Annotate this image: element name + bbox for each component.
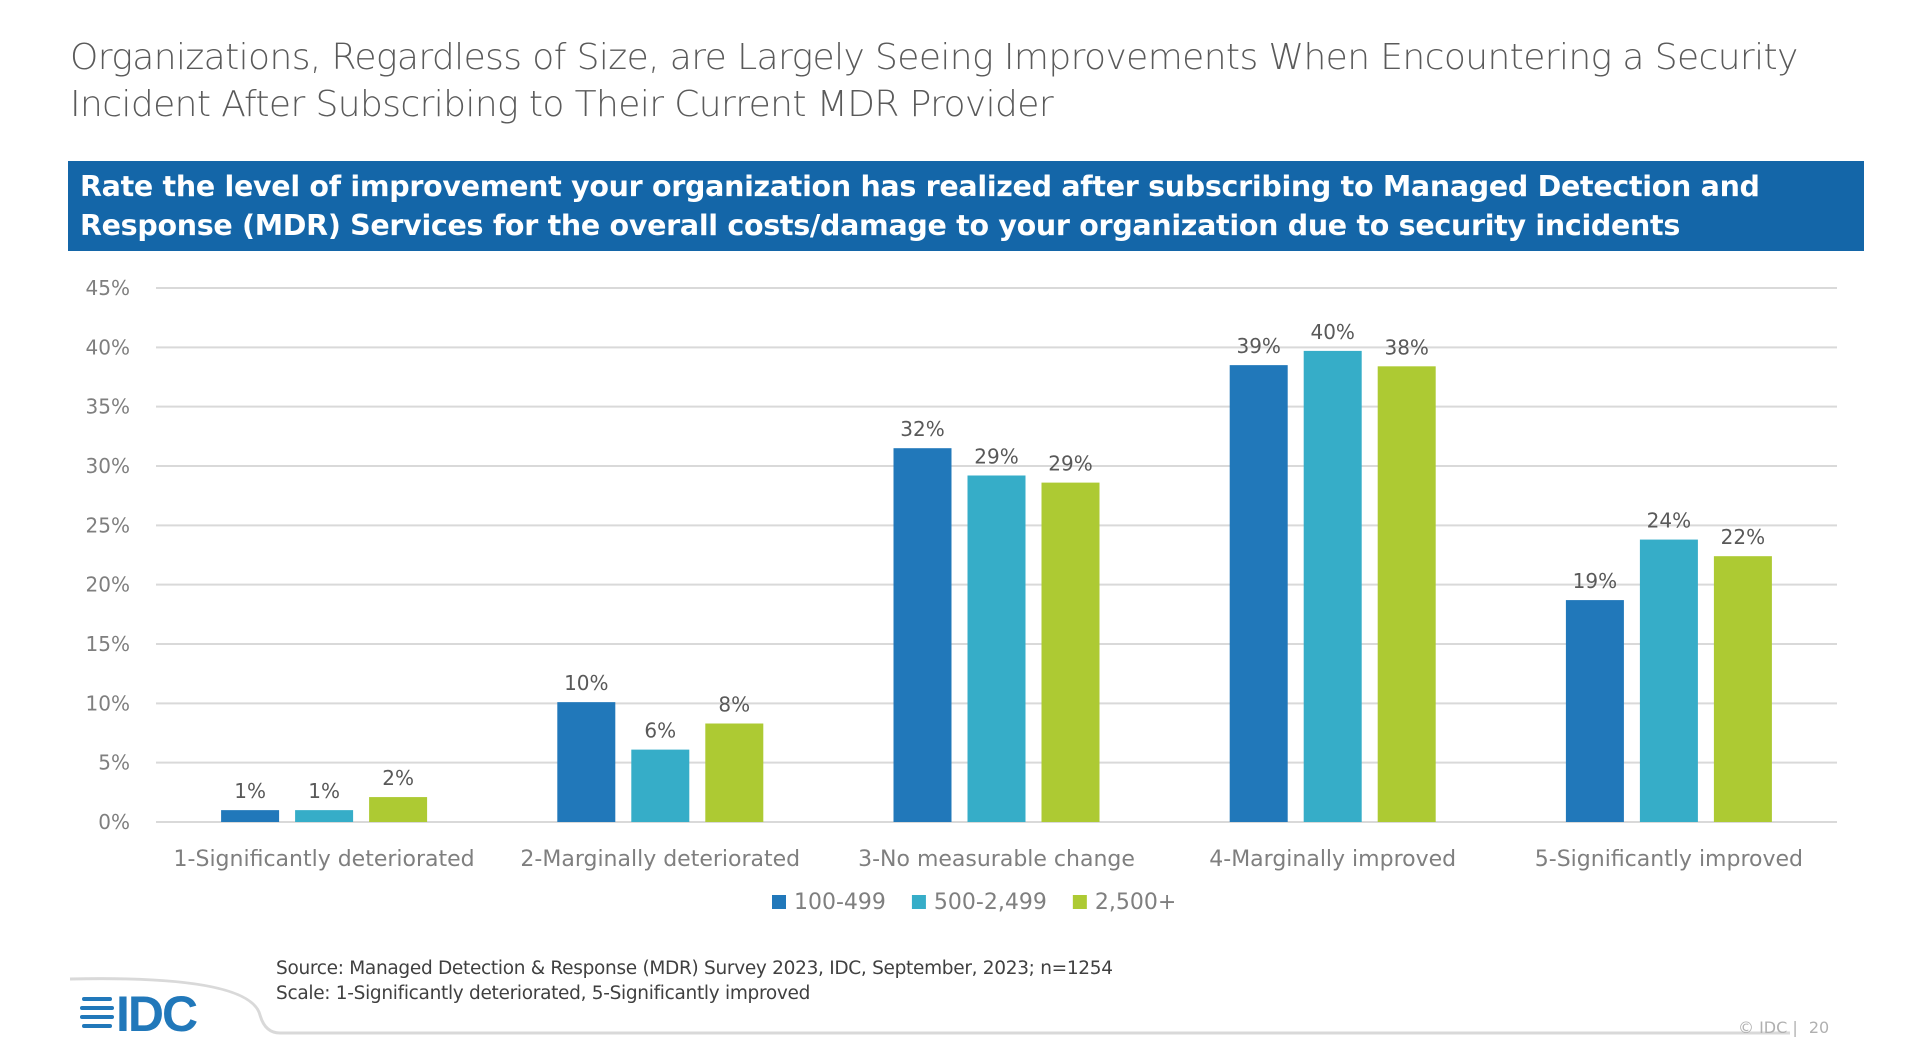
bar (557, 702, 616, 822)
data-label: 6% (644, 719, 676, 743)
bar (221, 810, 280, 822)
page-title: Organizations, Regardless of Size, are L… (70, 37, 1798, 125)
data-label: 8% (718, 693, 750, 717)
legend-swatch (911, 895, 926, 909)
data-label: 10% (564, 671, 608, 695)
bar (1041, 482, 1100, 822)
legend-swatch (772, 895, 786, 909)
y-tick-label: 0% (98, 810, 130, 834)
data-label: 29% (1048, 452, 1092, 476)
bar (295, 810, 354, 822)
bar (1229, 365, 1288, 822)
page-number: 20 (1808, 1018, 1830, 1037)
y-tick-label: 25% (86, 513, 130, 537)
y-tick-label: 5% (98, 751, 130, 775)
bar (967, 475, 1026, 822)
data-label: 39% (1236, 334, 1280, 358)
idc-logo: IDC (69, 977, 1790, 1035)
bar (369, 797, 428, 822)
y-tick-label: 20% (86, 573, 130, 597)
source-line: Source: Managed Detection & Response (MD… (276, 958, 1113, 979)
data-label: 1% (308, 779, 340, 803)
data-label: 29% (974, 444, 1018, 468)
x-tick-label: 1-Significantly deteriorated (174, 847, 475, 872)
y-tick-label: 40% (86, 335, 130, 359)
source-note: Source: Managed Detection & Response (MD… (276, 956, 1113, 1006)
legend-label: 100-499 (794, 890, 886, 915)
svg-text:IDC: IDC (116, 986, 197, 1035)
scale-line: Scale: 1-Significantly deteriorated, 5-S… (276, 983, 811, 1004)
y-tick-label: 15% (86, 632, 130, 656)
y-tick-label: 10% (86, 691, 130, 715)
data-label: 2% (382, 766, 414, 790)
bar (631, 749, 690, 822)
bar (1377, 366, 1436, 822)
bar (1713, 556, 1772, 822)
copyright-text: © IDC | (1738, 1018, 1798, 1037)
bar (1303, 350, 1362, 822)
data-label: 32% (900, 417, 944, 441)
legend-swatch (1072, 895, 1087, 909)
data-label: 22% (1721, 525, 1765, 549)
legend-label: 500-2,499 (934, 890, 1047, 915)
bar (893, 448, 952, 822)
legend-label: 2,500+ (1095, 890, 1176, 915)
data-label: 38% (1384, 335, 1428, 359)
y-tick-label: 45% (86, 276, 130, 300)
question-banner: Rate the level of improvement your organ… (68, 161, 1864, 251)
bar (1639, 539, 1698, 822)
x-tick-label: 5-Significantly improved (1535, 847, 1803, 872)
x-tick-label: 3-No measurable change (858, 847, 1135, 872)
data-label: 1% (234, 779, 266, 803)
data-label: 19% (1573, 569, 1617, 593)
x-tick-label: 4-Marginally improved (1209, 847, 1456, 872)
x-tick-label: 2-Marginally deteriorated (520, 847, 800, 872)
bar (705, 723, 764, 822)
footer-copyright: © IDC | 20 (1738, 1018, 1829, 1037)
y-tick-label: 35% (86, 395, 130, 419)
bar (1565, 600, 1624, 822)
bar-chart: 0% 5% 10% 15% 20% 25% 30% 35% 40% 45% 1% 1% 2% 1-Sign… (86, 276, 1837, 915)
data-label: 40% (1310, 320, 1354, 344)
y-tick-label: 30% (86, 454, 130, 478)
data-label: 24% (1647, 509, 1691, 533)
